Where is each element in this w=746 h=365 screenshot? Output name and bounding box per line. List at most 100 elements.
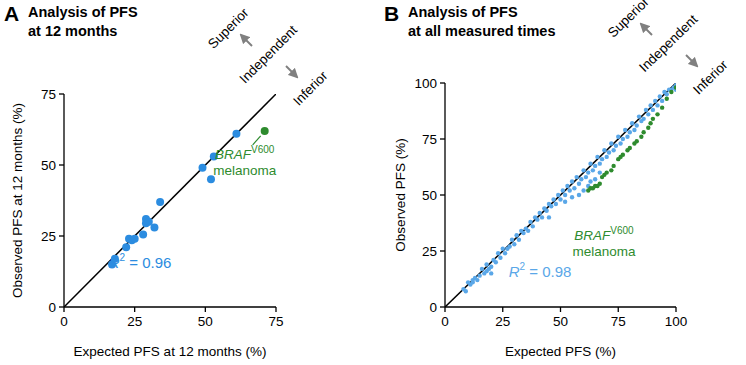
- plot-area: [64, 94, 276, 307]
- x-axis-label: Expected PFS at 12 months (%): [74, 344, 267, 359]
- point: [660, 99, 664, 103]
- point: [614, 144, 618, 148]
- point: [600, 157, 604, 161]
- point: [480, 267, 484, 271]
- point: [489, 271, 493, 275]
- point: [611, 148, 615, 152]
- x-tick: [444, 307, 445, 312]
- y-tick: [440, 250, 445, 251]
- figure: AAnalysis of PFSat 12 months025507502550…: [0, 0, 746, 365]
- x-tick: [275, 307, 276, 312]
- x-tick: [502, 307, 503, 312]
- point: [199, 164, 207, 172]
- point: [607, 150, 611, 154]
- point: [621, 137, 625, 141]
- point: [595, 155, 599, 159]
- point: [655, 112, 659, 116]
- point: [605, 155, 609, 159]
- point: [232, 130, 240, 138]
- annotation: BRAFV600: [215, 144, 275, 162]
- r-squared: R2 = 0.98: [509, 261, 572, 280]
- point: [489, 264, 493, 268]
- point: [628, 146, 632, 150]
- x-tick-label: 75: [268, 314, 283, 329]
- annotation-text: melanoma: [213, 163, 277, 178]
- point: [484, 262, 488, 266]
- y-tick-label: 75: [41, 87, 56, 102]
- x-tick-label: 0: [441, 314, 449, 329]
- y-tick-label: 25: [422, 244, 437, 259]
- point: [588, 179, 592, 183]
- point: [665, 92, 669, 96]
- panel-letter: A: [4, 2, 19, 25]
- identity-line: [445, 83, 676, 307]
- annotation-variant: V600: [251, 144, 275, 155]
- point: [591, 168, 595, 172]
- point: [674, 85, 676, 89]
- title-line: Analysis of PFS: [408, 4, 518, 20]
- point: [609, 168, 613, 172]
- point: [554, 202, 558, 206]
- point: [145, 218, 153, 226]
- title-line: at 12 months: [28, 23, 117, 39]
- point: [503, 251, 507, 255]
- point: [653, 99, 657, 103]
- point: [646, 112, 650, 116]
- y-tick: [440, 194, 445, 195]
- title: Analysis of PFSat 12 months: [28, 4, 138, 39]
- y-tick-label: 0: [429, 300, 437, 315]
- annotation: BRAFV600: [574, 225, 634, 243]
- x-tick-label: 25: [495, 314, 510, 329]
- point: [561, 188, 565, 192]
- point: [547, 215, 551, 219]
- y-tick: [59, 235, 64, 236]
- point: [526, 229, 530, 233]
- point: [475, 278, 479, 282]
- point: [628, 130, 632, 134]
- point: [588, 161, 592, 165]
- panel-letter: B: [384, 2, 399, 25]
- point: [551, 197, 555, 201]
- r-symbol: R: [109, 254, 120, 271]
- r-value: = 0.98: [525, 263, 571, 280]
- point: [658, 94, 662, 98]
- point: [496, 251, 500, 255]
- point: [535, 217, 539, 221]
- point: [641, 130, 645, 134]
- y-tick-label: 25: [41, 229, 56, 244]
- point: [577, 182, 581, 186]
- point: [655, 103, 659, 107]
- point: [646, 126, 650, 130]
- annotation-variant: V600: [610, 225, 634, 236]
- point: [593, 177, 597, 181]
- point: [563, 200, 567, 204]
- point: [648, 103, 652, 107]
- direction-label: Independent: [237, 22, 301, 86]
- x-tick-label: 50: [553, 314, 568, 329]
- point: [577, 193, 581, 197]
- point: [651, 117, 655, 121]
- point: [637, 114, 641, 118]
- point: [616, 135, 620, 139]
- point: [644, 108, 648, 112]
- point: [669, 90, 673, 94]
- r-squared: R2 = 0.96: [109, 252, 172, 271]
- y-axis-label: Observed PFS at 12 months (%): [10, 103, 25, 298]
- point: [544, 208, 548, 212]
- point: [586, 170, 590, 174]
- point: [517, 238, 521, 242]
- direction-label: Inferior: [690, 57, 731, 97]
- point: [632, 128, 636, 132]
- x-tick-label: 100: [665, 314, 688, 329]
- point: [598, 170, 602, 174]
- point: [572, 186, 576, 190]
- y-tick-label: 50: [422, 188, 437, 203]
- x-tick-label: 75: [611, 314, 626, 329]
- y-axis: [63, 94, 64, 307]
- x-tick: [618, 307, 619, 312]
- plot-area: [445, 83, 676, 307]
- x-tick: [63, 307, 64, 312]
- annotation-gene: BRAF: [215, 147, 252, 162]
- direction-label: Superior: [205, 5, 252, 52]
- point: [635, 139, 639, 143]
